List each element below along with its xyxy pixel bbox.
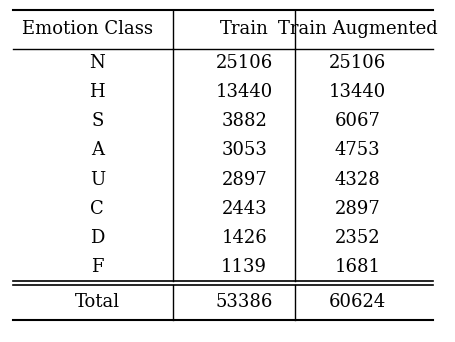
Text: 6067: 6067: [334, 113, 379, 130]
Text: F: F: [91, 258, 103, 276]
Text: 4328: 4328: [334, 171, 379, 188]
Text: 13440: 13440: [215, 83, 272, 101]
Text: 2443: 2443: [221, 200, 267, 218]
Text: 25106: 25106: [328, 54, 385, 72]
Text: 1139: 1139: [221, 258, 267, 276]
Text: S: S: [91, 113, 103, 130]
Text: 53386: 53386: [215, 293, 273, 312]
Text: 1681: 1681: [334, 258, 380, 276]
Text: 25106: 25106: [215, 54, 272, 72]
Text: Train Augmented: Train Augmented: [277, 20, 436, 38]
Text: Emotion Class: Emotion Class: [22, 20, 152, 38]
Text: 3882: 3882: [221, 113, 267, 130]
Text: 1426: 1426: [221, 229, 267, 247]
Text: 2897: 2897: [221, 171, 267, 188]
Text: N: N: [89, 54, 105, 72]
Text: A: A: [91, 142, 104, 159]
Text: C: C: [90, 200, 104, 218]
Text: Total: Total: [75, 293, 120, 312]
Text: H: H: [89, 83, 105, 101]
Text: 2897: 2897: [334, 200, 379, 218]
Text: Train: Train: [219, 20, 268, 38]
Text: 4753: 4753: [334, 142, 379, 159]
Text: 60624: 60624: [328, 293, 385, 312]
Text: U: U: [90, 171, 105, 188]
Text: 2352: 2352: [334, 229, 379, 247]
Text: 13440: 13440: [328, 83, 385, 101]
Text: D: D: [90, 229, 104, 247]
Text: 3053: 3053: [221, 142, 267, 159]
